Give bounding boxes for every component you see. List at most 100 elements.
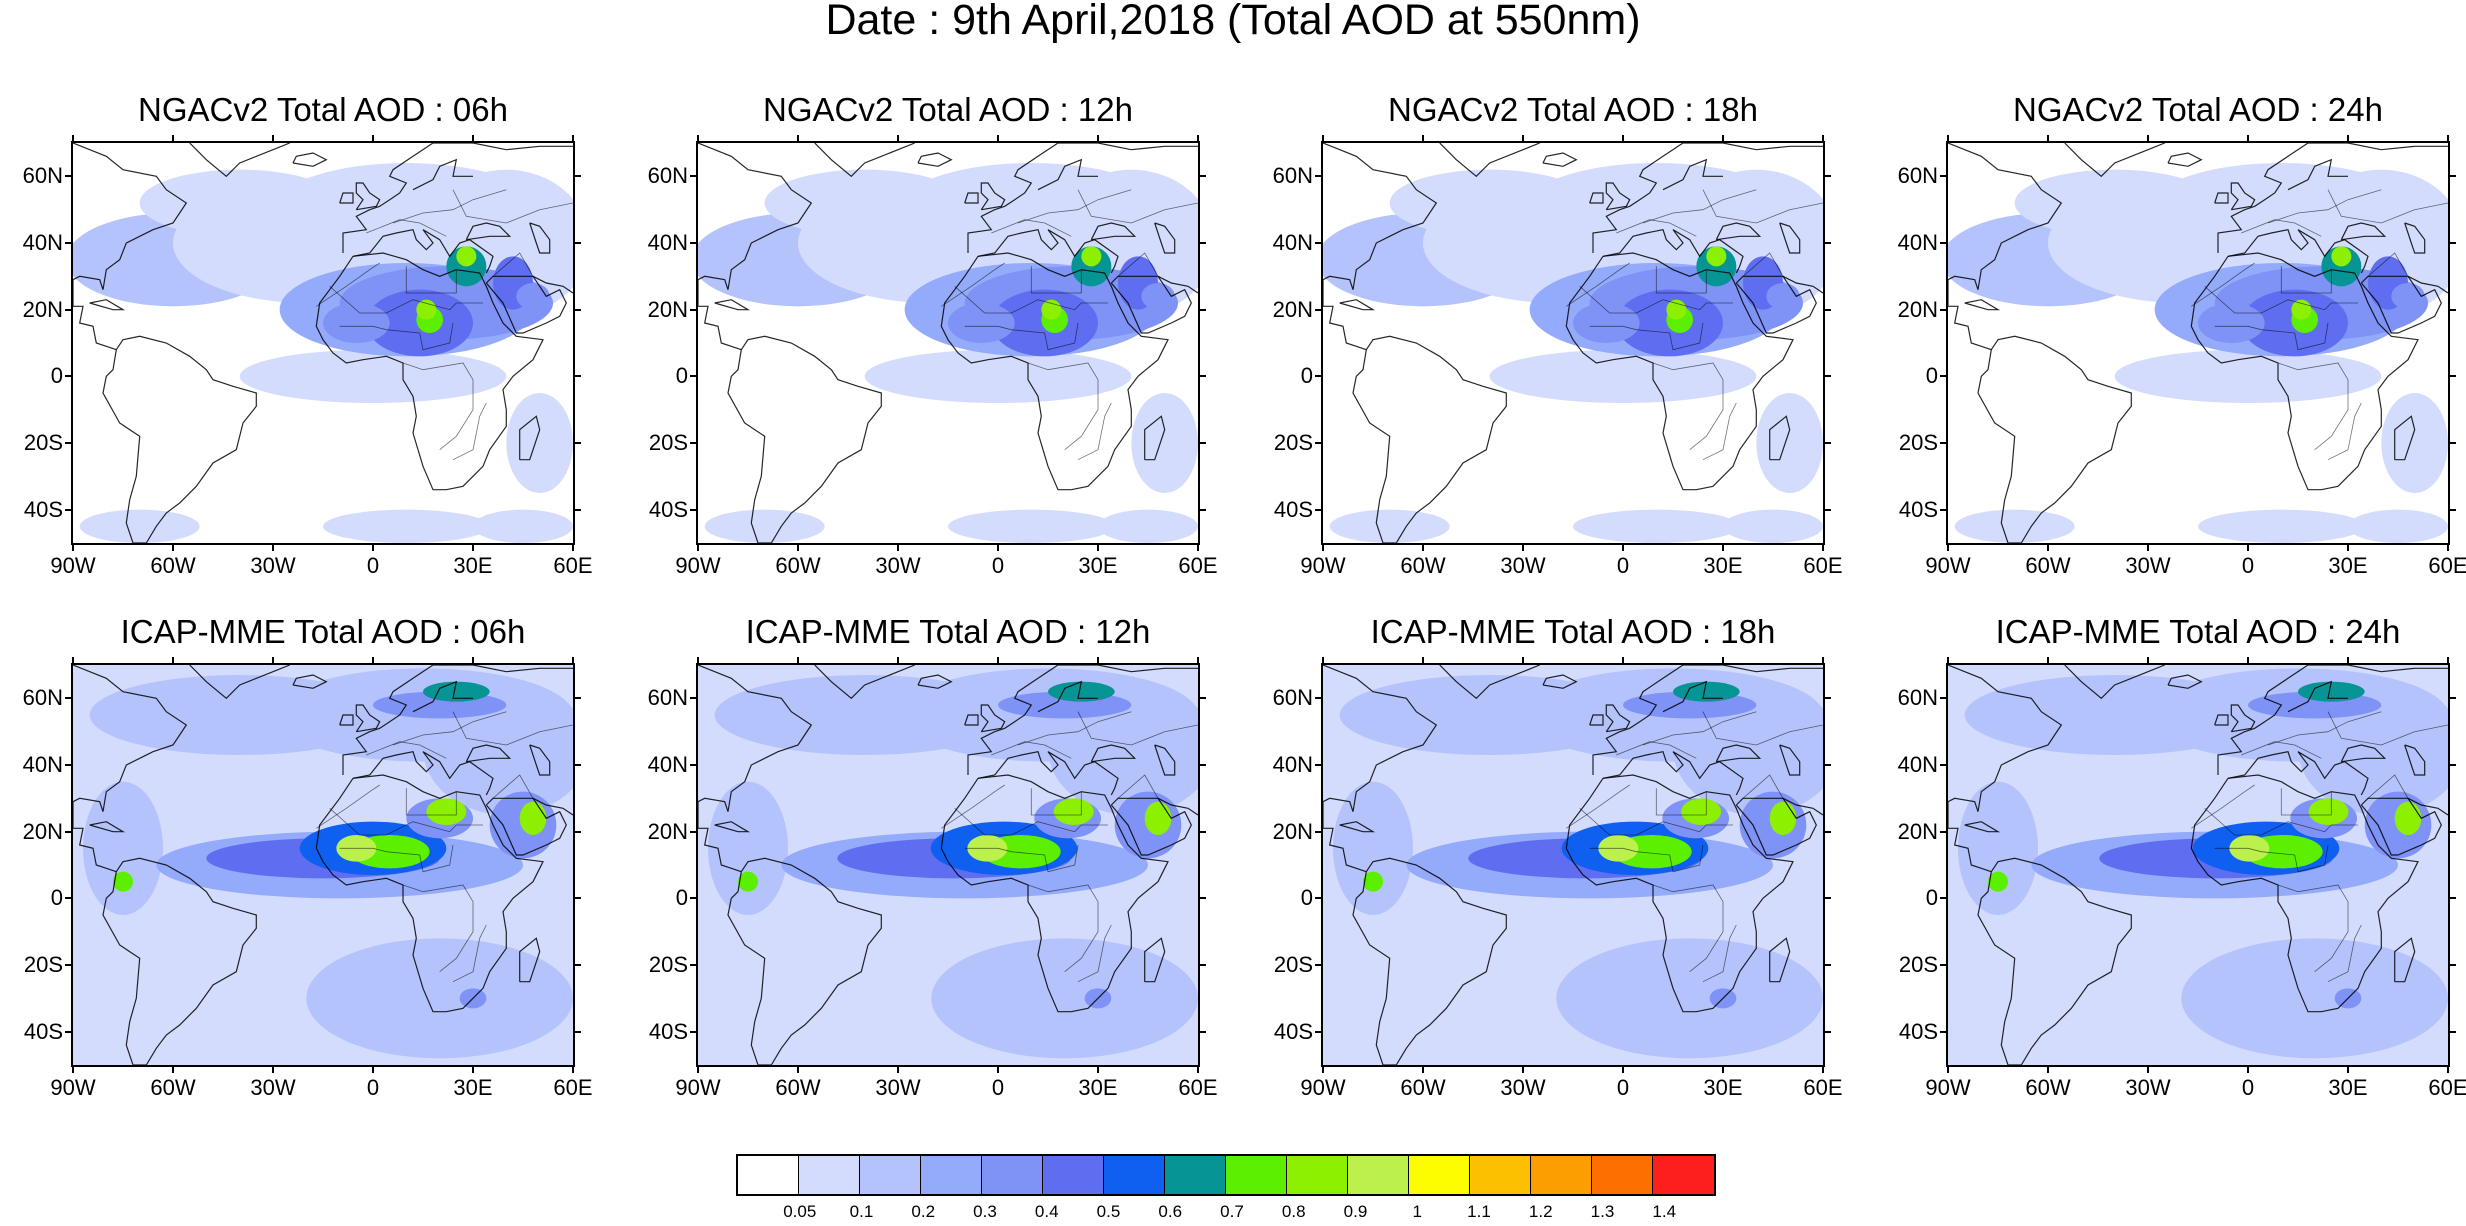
aod-patch [113, 871, 133, 892]
country-border [2277, 884, 2349, 973]
longitude-tick [797, 1065, 799, 1073]
latitude-tick [65, 897, 73, 900]
latitude-tick [1940, 508, 1948, 511]
latitude-tick [1198, 897, 1206, 900]
coastline [1110, 797, 1192, 856]
latitude-label: 60N [647, 163, 688, 189]
longitude-tick [1322, 135, 1324, 143]
map-canvas [1948, 665, 2448, 1065]
longitude-tick [2347, 657, 2349, 665]
coastline [1154, 744, 1176, 776]
coastline [1439, 665, 1540, 700]
latitude-tick [1823, 175, 1831, 178]
panel-title: NGACv2 Total AOD : 24h [2013, 91, 2383, 128]
latitude-tick [573, 508, 581, 511]
latitude-tick [2448, 442, 2456, 444]
coastline [1779, 222, 1801, 254]
coastline [964, 192, 979, 204]
country-border [2214, 322, 2329, 351]
longitude-tick [2147, 657, 2149, 665]
latitude-label: 20S [23, 952, 63, 977]
longitude-tick [1522, 543, 1524, 551]
latitude-tick [1315, 964, 1323, 966]
latitude-tick [1823, 242, 1831, 244]
longitude-label: 30W [2125, 1075, 2171, 1100]
coastline [917, 152, 953, 167]
longitude-tick [897, 657, 899, 665]
longitude-tick [2047, 543, 2049, 551]
colorbar-swatch [799, 1156, 860, 1194]
longitude-label: 30E [2328, 1075, 2368, 1100]
latitude-tick [1315, 830, 1323, 833]
latitude-tick [2448, 175, 2456, 178]
longitude-tick [997, 135, 999, 143]
aod-patch [1766, 283, 1800, 310]
country-border [2280, 266, 2332, 294]
longitude-tick [1722, 657, 1724, 665]
longitude-tick [1422, 135, 1424, 143]
longitude-tick [1822, 543, 1824, 551]
colorbar-swatch [1226, 1156, 1287, 1194]
coastline [1339, 821, 1376, 833]
aod-map-panel: ICAP-MME Total AOD : 12h 60N 40N 20N 0 20S 40S… [648, 613, 1218, 1100]
coastline [89, 821, 126, 833]
aod-patch [79, 509, 200, 543]
coastline [1352, 857, 1507, 1065]
coastline [1565, 252, 1794, 491]
latitude-tick [573, 242, 581, 244]
latitude-label: 0 [50, 885, 63, 911]
longitude-tick [72, 135, 74, 143]
aod-patch [1681, 798, 1722, 825]
coastline [1037, 158, 1098, 191]
aod-patch [1131, 393, 1198, 493]
country-border [1702, 402, 1737, 461]
longitude-tick [172, 543, 174, 551]
coastline [2360, 797, 2442, 856]
country-border [2214, 844, 2329, 873]
country-border [2277, 362, 2349, 451]
latitude-label: 60N [1272, 163, 1313, 189]
coastline [1090, 222, 1137, 241]
aod-patch [473, 509, 573, 543]
latitude-tick [1940, 830, 1948, 833]
longitude-tick [2147, 135, 2149, 143]
latitude-tick [2448, 508, 2456, 511]
coastline [355, 704, 381, 733]
coastline [1662, 158, 1723, 191]
latitude-tick [1198, 508, 1206, 511]
latitude-tick [1823, 697, 1831, 700]
latitude-label: 20S [648, 952, 688, 977]
coastline [315, 774, 544, 1013]
aod-patch [1756, 393, 1823, 493]
latitude-label: 40S [648, 1018, 688, 1044]
country-border [1117, 252, 1159, 277]
coastline [1592, 143, 1823, 253]
longitude-tick [1422, 1065, 1424, 1073]
latitude-tick [1198, 308, 1206, 311]
longitude-tick [572, 1065, 574, 1073]
longitude-tick [1197, 543, 1199, 551]
latitude-tick [573, 897, 581, 900]
country-border [405, 788, 457, 816]
latitude-label: 20S [1898, 952, 1938, 977]
longitude-tick [2247, 1065, 2249, 1073]
figure-title: Date : 9th April,2018 (Total AOD at 550n… [825, 0, 1641, 44]
longitude-label: 60W [775, 553, 821, 578]
aod-patch [1053, 798, 1094, 825]
latitude-tick [1823, 508, 1831, 511]
panel-title: NGACv2 Total AOD : 06h [138, 91, 508, 128]
map-canvas [73, 143, 573, 543]
latitude-tick [1198, 442, 1206, 444]
aod-patch [1958, 781, 2038, 915]
latitude-tick [65, 308, 73, 311]
latitude-tick [1940, 308, 1948, 311]
coastline [1782, 797, 1823, 816]
country-border [1579, 808, 1733, 836]
country-border [392, 189, 507, 224]
aod-patch [1144, 801, 1172, 835]
colorbar-label: 0.9 [1343, 1202, 1368, 1221]
latitude-tick [1940, 242, 1948, 244]
country-border [452, 924, 487, 983]
longitude-label: 60W [1400, 1075, 1446, 1100]
longitude-label: 0 [1616, 1075, 1630, 1100]
